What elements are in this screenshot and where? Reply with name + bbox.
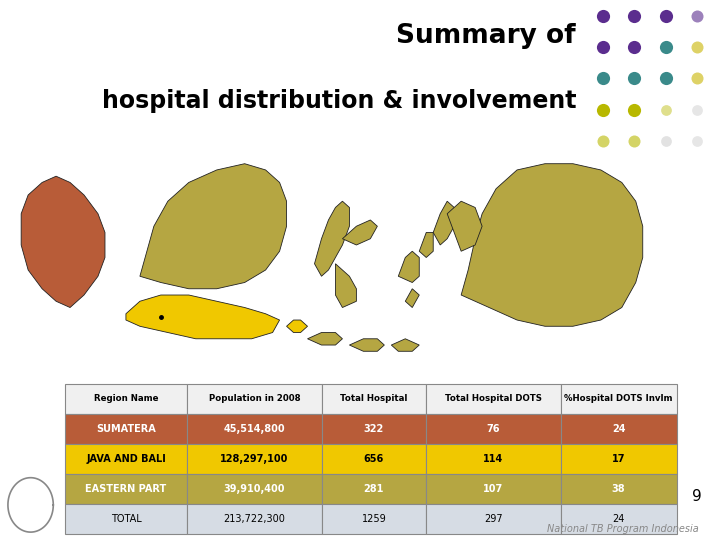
FancyBboxPatch shape (426, 444, 560, 474)
FancyBboxPatch shape (322, 384, 426, 414)
FancyBboxPatch shape (322, 474, 426, 504)
Text: 17: 17 (612, 454, 626, 464)
FancyBboxPatch shape (560, 444, 677, 474)
Point (660, 137, 671, 145)
Text: 38: 38 (612, 484, 626, 494)
FancyBboxPatch shape (187, 384, 322, 414)
FancyBboxPatch shape (65, 414, 187, 444)
Polygon shape (336, 264, 356, 307)
FancyBboxPatch shape (426, 384, 560, 414)
Polygon shape (140, 164, 287, 289)
Point (660, 105, 671, 114)
Text: Total Hospital DOTS: Total Hospital DOTS (445, 394, 541, 403)
FancyBboxPatch shape (187, 444, 322, 474)
Text: 9: 9 (692, 489, 702, 504)
Point (597, 74, 608, 83)
Text: 114: 114 (483, 454, 503, 464)
Text: National TB Program Indonesia: National TB Program Indonesia (546, 523, 698, 534)
Text: Summary of: Summary of (397, 23, 576, 49)
Text: hospital distribution & involvement: hospital distribution & involvement (102, 89, 576, 113)
Text: 322: 322 (364, 424, 384, 434)
Polygon shape (433, 201, 454, 245)
FancyBboxPatch shape (65, 504, 187, 534)
Text: 128,297,100: 128,297,100 (220, 454, 289, 464)
FancyBboxPatch shape (65, 444, 187, 474)
Text: 107: 107 (483, 484, 503, 494)
Point (629, 105, 640, 114)
Polygon shape (392, 339, 419, 352)
Point (597, 11, 608, 20)
Point (691, 11, 703, 20)
FancyBboxPatch shape (65, 474, 187, 504)
FancyBboxPatch shape (322, 444, 426, 474)
Text: 281: 281 (364, 484, 384, 494)
Polygon shape (461, 164, 643, 326)
Polygon shape (315, 201, 349, 276)
FancyBboxPatch shape (65, 384, 187, 414)
Polygon shape (447, 201, 482, 251)
FancyBboxPatch shape (560, 504, 677, 534)
FancyBboxPatch shape (187, 414, 322, 444)
Point (629, 11, 640, 20)
Point (691, 105, 703, 114)
FancyBboxPatch shape (426, 504, 560, 534)
Point (660, 11, 671, 20)
Polygon shape (349, 339, 384, 352)
FancyBboxPatch shape (322, 414, 426, 444)
Text: TOTAL: TOTAL (111, 514, 141, 524)
Text: %Hospital DOTS Invlm: %Hospital DOTS Invlm (564, 394, 673, 403)
Polygon shape (405, 289, 419, 307)
Point (691, 137, 703, 145)
FancyBboxPatch shape (187, 474, 322, 504)
FancyBboxPatch shape (426, 414, 560, 444)
Text: 76: 76 (487, 424, 500, 434)
FancyBboxPatch shape (560, 474, 677, 504)
Polygon shape (287, 320, 307, 333)
FancyBboxPatch shape (426, 474, 560, 504)
FancyBboxPatch shape (187, 504, 322, 534)
Text: 297: 297 (484, 514, 503, 524)
Text: 656: 656 (364, 454, 384, 464)
Text: 1259: 1259 (361, 514, 386, 524)
FancyBboxPatch shape (560, 414, 677, 444)
Point (629, 74, 640, 83)
Text: JAVA AND BALI: JAVA AND BALI (86, 454, 166, 464)
FancyBboxPatch shape (560, 384, 677, 414)
Polygon shape (398, 251, 419, 282)
Point (597, 137, 608, 145)
Text: 213,722,300: 213,722,300 (224, 514, 285, 524)
FancyBboxPatch shape (322, 504, 426, 534)
Polygon shape (21, 176, 105, 307)
Point (691, 74, 703, 83)
Polygon shape (343, 220, 377, 245)
Point (629, 43, 640, 51)
Text: Population in 2008: Population in 2008 (209, 394, 300, 403)
Polygon shape (307, 333, 343, 345)
Polygon shape (126, 295, 279, 339)
Text: SUMATERA: SUMATERA (96, 424, 156, 434)
Text: 24: 24 (612, 424, 626, 434)
Point (660, 43, 671, 51)
Point (660, 74, 671, 83)
Text: 24: 24 (613, 514, 625, 524)
Point (597, 43, 608, 51)
Polygon shape (419, 233, 433, 258)
Text: 39,910,400: 39,910,400 (224, 484, 285, 494)
Text: Region Name: Region Name (94, 394, 158, 403)
Point (597, 105, 608, 114)
Text: EASTERN PART: EASTERN PART (86, 484, 166, 494)
Text: 45,514,800: 45,514,800 (224, 424, 285, 434)
Text: Total Hospital: Total Hospital (340, 394, 408, 403)
Point (691, 43, 703, 51)
Point (629, 137, 640, 145)
